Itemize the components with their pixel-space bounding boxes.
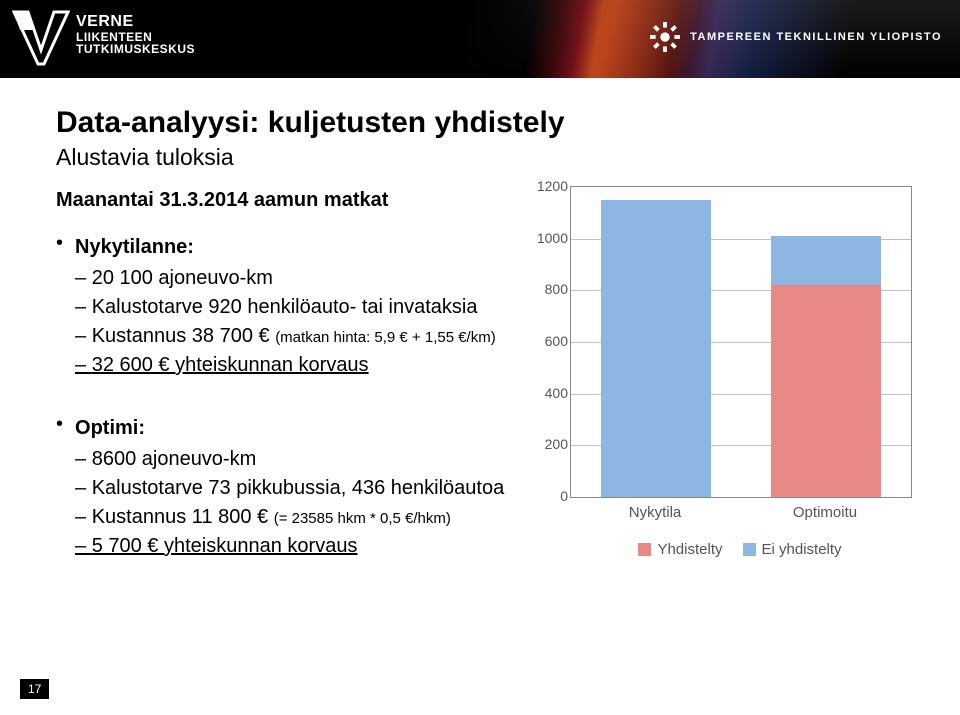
legend-item: Ei yhdistelty [743, 541, 842, 558]
tut-logo: TAMPEREEN TEKNILLINEN YLIOPISTO [650, 22, 942, 52]
chart-ytick: 800 [524, 281, 568, 297]
v-logo-icon [12, 10, 70, 66]
list-item: Kustannus 38 700 € (matkan hinta: 5,9 € … [75, 323, 506, 350]
legend-item: Yhdistelty [638, 541, 722, 558]
chart-ytick: 1200 [524, 178, 568, 194]
legend-swatch [743, 543, 756, 556]
page-number: 17 [20, 679, 49, 699]
list-item: 5 700 € yhteiskunnan korvaus [75, 533, 566, 560]
header-banner: VERNE LIIKENTEEN TUTKIMUSKESKUS TA [0, 0, 960, 78]
chart-ytick: 600 [524, 333, 568, 349]
chart-ytick: 1000 [524, 230, 568, 246]
chart-ytick: 0 [524, 488, 568, 504]
logo-text: VERNE LIIKENTEEN TUTKIMUSKESKUS [76, 14, 195, 56]
list-item: 20 100 ajoneuvo-km [75, 265, 506, 292]
verne-logo: VERNE LIIKENTEEN TUTKIMUSKESKUS [12, 10, 195, 66]
chart-ytick: 400 [524, 385, 568, 401]
list-item: Kalustotarve 920 henkilöauto- tai invata… [75, 294, 506, 321]
chart: Yhdistelty Ei yhdistelty 0 200 400 600 800 100… [520, 186, 920, 576]
slide-title: Data-analyysi: kuljetusten yhdistely [56, 106, 920, 140]
section2-list: 8600 ajoneuvo-kmKalustotarve 73 pikkubus… [75, 446, 566, 560]
bullet-block-1: • Nykytilanne: 20 100 ajoneuvo-kmKalusto… [56, 230, 506, 381]
list-item: 32 600 € yhteiskunnan korvaus [75, 352, 506, 379]
chart-xlabel: Nykytila [570, 504, 740, 521]
chart-bar-segment [771, 236, 881, 285]
chart-plot-area [570, 186, 912, 498]
chart-bar-segment [601, 200, 711, 497]
section1-list: 20 100 ajoneuvo-kmKalustotarve 920 henki… [75, 265, 506, 379]
chart-legend: Yhdistelty Ei yhdistelty [570, 541, 910, 560]
logo-line1: VERNE [76, 14, 195, 31]
slide-subtitle: Alustavia tuloksia [56, 144, 920, 171]
tut-text: TAMPEREEN TEKNILLINEN YLIOPISTO [690, 31, 942, 43]
section1-lead: Nykytilanne: [75, 234, 506, 261]
legend-swatch [638, 543, 651, 556]
list-item: 8600 ajoneuvo-km [75, 446, 566, 473]
chart-bar-segment [771, 285, 881, 497]
logo-line3: TUTKIMUSKESKUS [76, 43, 195, 56]
bullet-block-2: • Optimi: 8600 ajoneuvo-kmKalustotarve 7… [56, 411, 566, 562]
slide-content: Data-analyysi: kuljetusten yhdistely Alu… [0, 78, 960, 562]
section2-lead: Optimi: [75, 415, 566, 442]
chart-ytick: 200 [524, 436, 568, 452]
list-item: Kustannus 11 800 € (= 23585 hkm * 0,5 €/… [75, 504, 566, 531]
gear-icon [650, 22, 680, 52]
list-item: Kalustotarve 73 pikkubussia, 436 henkilö… [75, 475, 566, 502]
chart-xlabel: Optimoitu [740, 504, 910, 521]
